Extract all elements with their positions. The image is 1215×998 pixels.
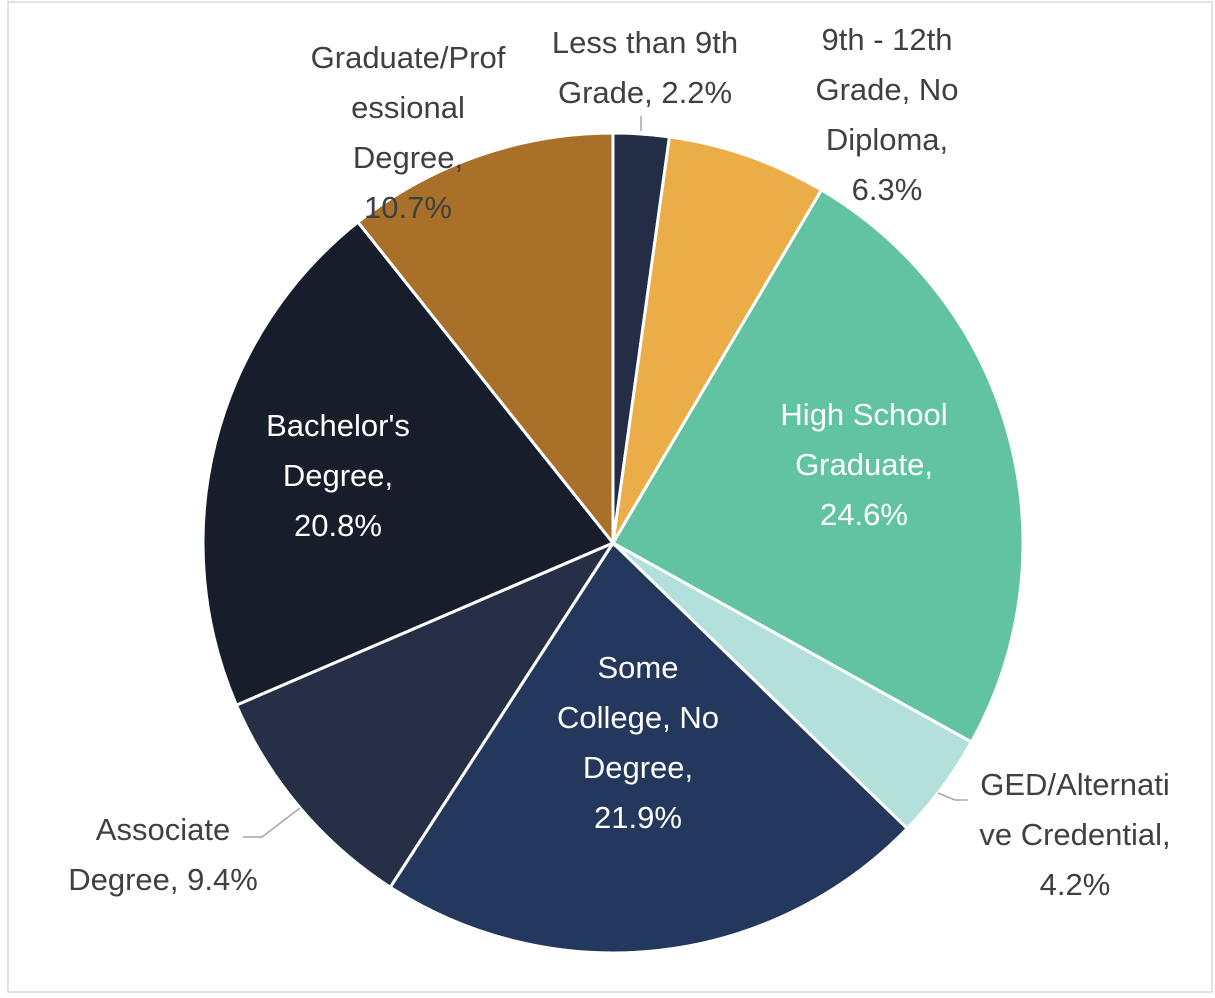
data-label: Degree, <box>353 140 463 175</box>
slice <box>610 187 1025 745</box>
leader-line <box>937 792 968 801</box>
data-label: Degree, <box>583 750 693 785</box>
data-label: 10.7% <box>364 190 452 225</box>
data-label: Degree, <box>283 458 393 493</box>
slice <box>234 539 617 890</box>
data-label: 6.3% <box>852 172 923 207</box>
data-label: Associate <box>96 812 230 847</box>
data-label: Grade, 2.2% <box>558 75 732 110</box>
data-label: High School <box>780 397 947 432</box>
slice <box>355 131 615 548</box>
data-label: Grade, No <box>815 72 958 107</box>
data-label: Graduate, <box>795 447 933 482</box>
frame <box>7 1 1213 993</box>
labels: Less than 9th Grade, 2.2% 9th - 12th Grade,… <box>68 22 1170 902</box>
slices <box>201 131 1025 955</box>
data-label: Less than 9th <box>552 25 738 60</box>
data-label: 24.6% <box>820 497 908 532</box>
slice <box>388 540 910 955</box>
data-label: Some <box>598 650 679 685</box>
slice <box>611 135 824 544</box>
data-label: 9th - 12th <box>822 22 953 57</box>
data-label: 20.8% <box>294 508 382 543</box>
data-label: Graduate/Prof <box>311 40 506 75</box>
data-label: 4.2% <box>1040 867 1111 902</box>
data-label: 21.9% <box>594 800 682 835</box>
data-label: ve Credential, <box>979 817 1170 852</box>
data-label: GED/Alternati <box>980 767 1170 802</box>
data-label: Diploma, <box>826 122 948 157</box>
data-label: essional <box>351 90 465 125</box>
slice <box>201 219 616 708</box>
data-label: Degree, 9.4% <box>68 862 258 897</box>
data-label: College, No <box>557 700 719 735</box>
leader-line <box>243 807 301 838</box>
data-label: Bachelor's <box>266 408 410 443</box>
